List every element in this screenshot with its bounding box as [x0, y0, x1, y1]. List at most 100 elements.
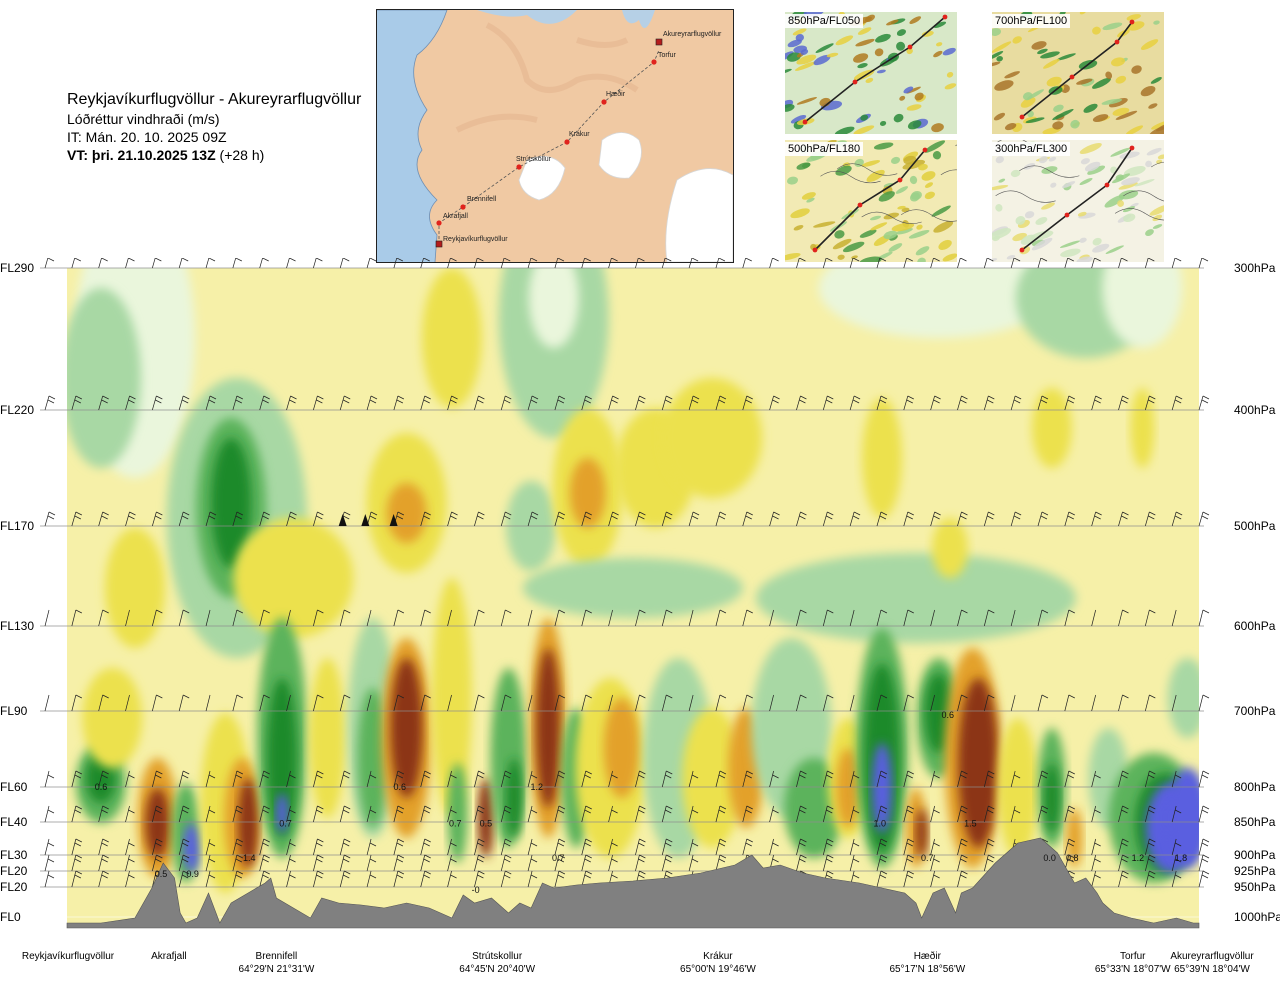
- thumb-2-blob-0: [866, 169, 885, 182]
- wind-barb-700-33: [930, 694, 935, 712]
- wind-barb-400-23: [661, 395, 673, 411]
- hpa-label-7: 900hPa: [1234, 848, 1276, 862]
- thumbnail-850[interactable]: 850hPa/FL050: [785, 12, 957, 134]
- thumb-2-blob-68: [796, 162, 811, 170]
- wind-barb-500-7: [232, 511, 244, 527]
- thumb-0-blob-60: [787, 39, 802, 48]
- field-contour-6: [528, 268, 579, 348]
- station-name-6: Torfur: [1119, 951, 1146, 962]
- thumb-1-blob-67: [1102, 22, 1123, 31]
- wind-barb-850-39: [1091, 805, 1101, 823]
- wind-barb-700-37: [1037, 694, 1049, 712]
- map-airport-0: [655, 38, 663, 46]
- wind-barb-300-23: [661, 258, 672, 269]
- thumbnail-700[interactable]: 700hPa/FL100: [992, 12, 1164, 134]
- wind-barb-900-4: [152, 838, 163, 856]
- wind-barb-600-13: [393, 609, 405, 627]
- thumb-1-blob-50: [1092, 26, 1101, 35]
- route-map: Akureyrarflugvöllur Torfur Hæðir Krákur Strú…: [376, 9, 734, 263]
- thumb-3-point-1: [1064, 212, 1070, 218]
- wind-barb-500-0: [44, 511, 56, 527]
- thumb-3-blob-30: [1050, 182, 1057, 188]
- thumb-1-blob-55: [1052, 121, 1064, 130]
- thumb-1-blob-59: [1092, 77, 1111, 89]
- thumb-1-blob-0: [992, 61, 1001, 67]
- wind-barb-700-41: [1144, 694, 1156, 712]
- thumb-0-blob-65: [860, 114, 869, 121]
- thumb-3-blob-8: [1059, 240, 1081, 248]
- thumbnail-300[interactable]: 300hPa/FL300: [992, 140, 1164, 262]
- wind-barb-925-35: [983, 854, 995, 872]
- wind-barb-850-2: [98, 805, 109, 823]
- thumb-2-blob-16: [832, 238, 852, 250]
- wind-barb-800-31: [876, 770, 888, 788]
- thumb-0-blob-17: [936, 42, 943, 47]
- map-label-1: Torfur: [658, 52, 677, 59]
- wind-barb-400-25: [715, 395, 727, 411]
- wind-barb-300-31: [876, 258, 887, 269]
- wind-barb-400-24: [688, 395, 700, 411]
- wind-barb-925-5: [178, 854, 190, 872]
- wind-barb-900-34: [957, 838, 968, 856]
- wind-barb-900-0: [44, 838, 55, 856]
- wind-barb-925-16: [474, 854, 485, 872]
- thumb-1-blob-65: [1083, 103, 1098, 113]
- wind-barb-700-32: [903, 694, 914, 712]
- wind-barb-850-40: [1118, 805, 1129, 823]
- thumb-2-blob-34: [908, 230, 930, 239]
- wind-barb-400-9: [286, 395, 297, 411]
- hpa-label-3: 600hPa: [1234, 619, 1276, 633]
- wind-barb-925-32: [903, 854, 914, 872]
- thumb-2-blob-48: [861, 160, 881, 167]
- hpa-label-9: 950hPa: [1234, 880, 1276, 894]
- fl-label-10: FL0: [0, 910, 21, 924]
- field-contour-20: [523, 558, 743, 618]
- thumb-3-blob-64: [998, 178, 1006, 183]
- thumb-1-blob-51: [1076, 78, 1093, 85]
- wind-barb-500-6: [205, 511, 217, 527]
- wind-barb-800-33: [930, 770, 940, 788]
- thumb-1-blob-10: [994, 80, 1014, 91]
- thumbnail-500[interactable]: 500hPa/FL180: [785, 140, 957, 262]
- chart-header: Reykjavíkurflugvöllur - Akureyrarflugvöl…: [67, 90, 361, 164]
- wind-barb-900-30: [849, 838, 860, 856]
- wind-barb-600-37: [1037, 609, 1049, 627]
- thumb-0-blob-6: [874, 48, 884, 57]
- thumb-3-coast-2: [1019, 165, 1080, 178]
- wind-barb-800-12: [366, 770, 377, 788]
- fl-label-4: FL90: [0, 704, 28, 718]
- wind-barb-300-11: [339, 258, 350, 269]
- wind-barb-850-28: [796, 805, 807, 823]
- wind-barb-500-30: [849, 511, 861, 527]
- wind-barb-500-17: [500, 511, 512, 527]
- fl-label-9: FL20: [0, 880, 28, 894]
- wind-barb-950-7: [232, 870, 244, 888]
- wind-barb-600-18: [527, 609, 533, 627]
- station-1: Akrafjall: [109, 950, 229, 963]
- station-name-2: Brennifell: [255, 951, 298, 962]
- value-label-10: 0.7: [552, 853, 565, 863]
- wind-barb-950-31: [876, 870, 888, 888]
- thumb-3-blob-1: [1104, 194, 1125, 208]
- wind-barb-500-28: [796, 511, 807, 527]
- wind-barb-300-34: [957, 258, 967, 269]
- wind-barb-400-20: [581, 395, 592, 411]
- fl-label-6: FL40: [0, 815, 28, 829]
- wind-barb-400-36: [1010, 395, 1022, 411]
- map-label-0: Akureyrarflugvöllur: [663, 31, 722, 38]
- thumb-2-blob-38: [801, 192, 816, 200]
- thumb-3-blob-41: [1118, 189, 1139, 200]
- wind-barb-600-7: [232, 609, 244, 627]
- wind-barb-500-14: [420, 511, 431, 527]
- field-contour-69: [997, 718, 1038, 858]
- station-coords-5: 65°17'N 18°56'W: [889, 964, 966, 975]
- wind-barb-300-14: [420, 258, 430, 269]
- wind-barb-300-32: [903, 258, 913, 269]
- thumb-1-blob-40: [1046, 76, 1062, 87]
- thumb-0-blob-31: [906, 104, 922, 111]
- thumb-1-blob-26: [1079, 12, 1087, 15]
- wind-barb-950-10: [313, 870, 324, 888]
- wind-barb-600-0: [44, 609, 50, 627]
- wind-barb-850-36: [1010, 805, 1021, 823]
- field-contour-7: [421, 268, 482, 408]
